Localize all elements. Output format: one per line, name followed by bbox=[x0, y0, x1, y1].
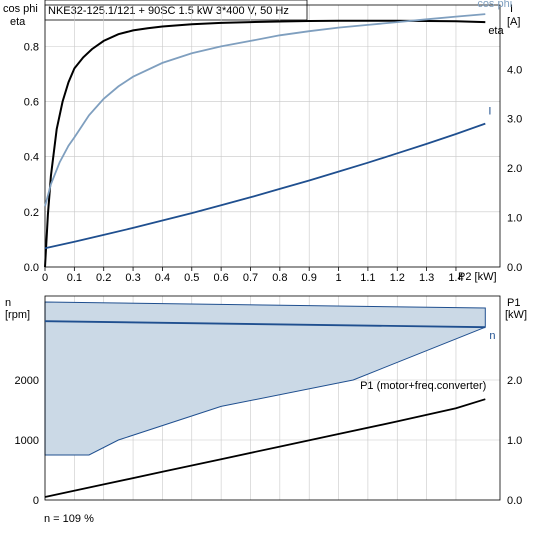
bottom-y-right-tick-label: 0.0 bbox=[507, 495, 522, 507]
top-x-tick-label: 1.2 bbox=[390, 272, 405, 284]
chart-title: NKE32-125.1/121 + 90SC 1.5 kW 3*400 V, 5… bbox=[48, 5, 289, 17]
bottom-y-left-title-1: n bbox=[5, 297, 11, 309]
top-x-tick-label: 0.2 bbox=[96, 272, 111, 284]
top-y-right-title-1: I bbox=[510, 3, 513, 15]
bottom-y-left-tick-label: 0 bbox=[33, 495, 39, 507]
top-y-right-tick-label: 3.0 bbox=[507, 114, 522, 126]
top-x-tick-label: 1 bbox=[335, 272, 341, 284]
top-x-tick-label: 0.6 bbox=[213, 272, 228, 284]
top-y-left-tick-label: 0.4 bbox=[24, 152, 39, 164]
top-y-left-title-2: eta bbox=[10, 16, 26, 28]
top-y-left-tick-label: 0.0 bbox=[24, 262, 39, 274]
bottom-y-right-tick-label: 1.0 bbox=[507, 435, 522, 447]
bottom-y-left-tick-label: 2000 bbox=[15, 375, 39, 387]
top-x-title: P2 [kW] bbox=[458, 271, 497, 283]
current-curve bbox=[44, 122, 486, 250]
top-y-left-tick-label: 0.8 bbox=[24, 41, 39, 53]
top-y-right-tick-label: 2.0 bbox=[507, 163, 522, 175]
power-p1-label: P1 (motor+freq.converter) bbox=[360, 380, 486, 392]
top-x-tick-label: 0.9 bbox=[302, 272, 317, 284]
top-x-tick-label: 0.5 bbox=[184, 272, 199, 284]
speed-label: n bbox=[489, 330, 495, 342]
top-y-left-tick-label: 0.2 bbox=[24, 207, 39, 219]
top-x-tick-label: 1.3 bbox=[419, 272, 434, 284]
top-plot-frame bbox=[44, 4, 501, 268]
top-y-right-tick-label: 1.0 bbox=[507, 213, 522, 225]
top-x-tick-label: 0.4 bbox=[155, 272, 170, 284]
bottom-y-right-title-1: P1 bbox=[507, 297, 520, 309]
top-y-left-tick-label: 0.6 bbox=[24, 97, 39, 109]
bottom-y-right-tick-label: 2.0 bbox=[507, 375, 522, 387]
bottom-plot-frame bbox=[44, 295, 501, 501]
power-p1-curve bbox=[44, 398, 486, 498]
top-x-tick-label: 0 bbox=[42, 272, 48, 284]
top-x-tick-label: 0.1 bbox=[67, 272, 82, 284]
bottom-chart: 0 1000 2000 0.0 1.0 2.0 n P1 (motor+freq.conver… bbox=[15, 295, 522, 507]
top-y-right-tick-label: 4.0 bbox=[507, 64, 522, 76]
top-y-right-title-2: [A] bbox=[507, 16, 520, 28]
eta-curve bbox=[44, 19, 486, 268]
top-x-tick-label: 0.7 bbox=[243, 272, 258, 284]
top-x-tick-label: 0.8 bbox=[272, 272, 287, 284]
bottom-y-left-title-2: [rpm] bbox=[5, 309, 30, 321]
cosphi-label: cos phi bbox=[477, 0, 512, 10]
top-y-right-tick-label: 0.0 bbox=[507, 262, 522, 274]
top-chart: 0 0.1 0.2 0.3 0.4 0.5 0.6 0.7 0.8 0.9 1 1.1 1.2 1.3 1.… bbox=[24, 0, 523, 284]
eta-label: eta bbox=[488, 25, 504, 37]
speed-range-band bbox=[44, 301, 486, 456]
top-y-left-title-1: cos phi bbox=[3, 3, 38, 15]
bottom-y-left-tick-label: 1000 bbox=[15, 435, 39, 447]
current-label: I bbox=[488, 106, 491, 118]
bottom-y-right-title-2: [kW] bbox=[505, 309, 527, 321]
top-x-tick-label: 1.4 bbox=[448, 272, 463, 284]
top-x-tick-label: 1.1 bbox=[360, 272, 375, 284]
footer-note: n = 109 % bbox=[44, 513, 94, 525]
top-x-tick-label: 0.3 bbox=[125, 272, 140, 284]
speed-curve bbox=[44, 320, 486, 329]
cosphi-curve bbox=[44, 13, 486, 207]
